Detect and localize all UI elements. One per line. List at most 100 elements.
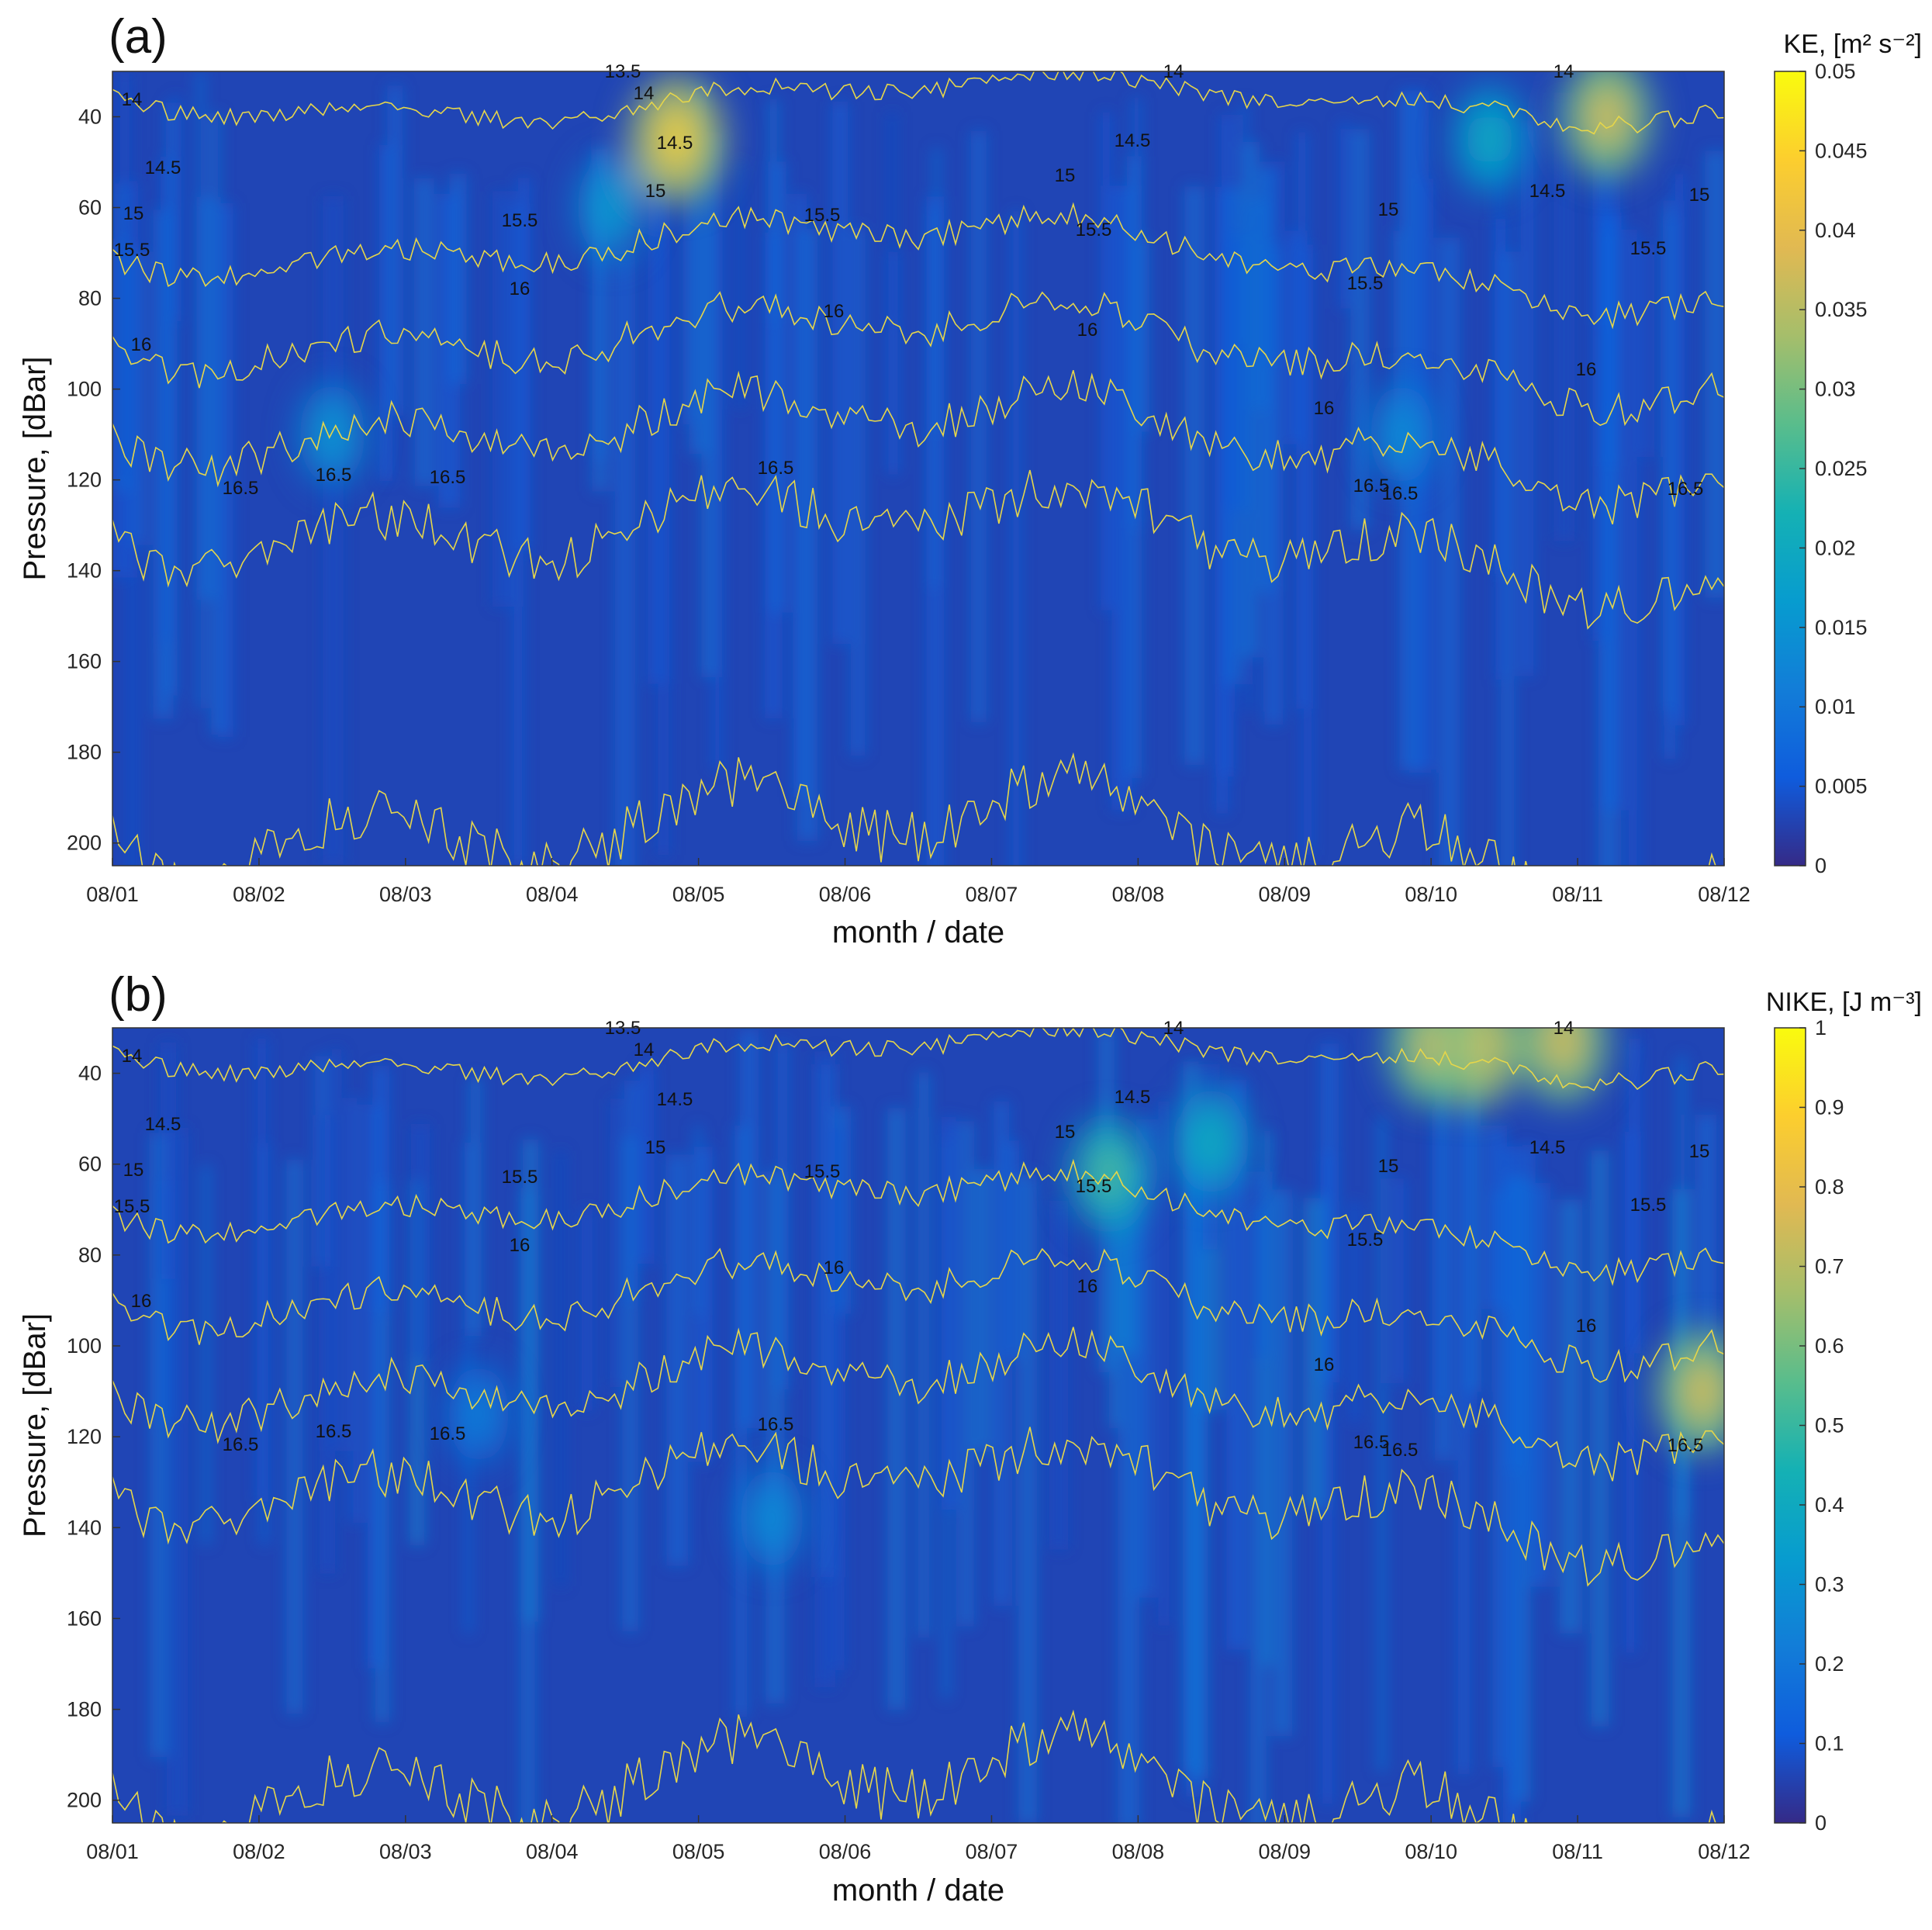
colorbar-tick-label: 0.03 bbox=[1815, 378, 1856, 401]
isotherm-contours bbox=[112, 71, 1724, 866]
heatmap-streak bbox=[614, 250, 635, 866]
heatmap-hotspot-core bbox=[320, 411, 344, 458]
contour-label: 15.5 bbox=[1347, 1230, 1384, 1250]
contour-label: 16.5 bbox=[1668, 1435, 1704, 1456]
heatmap-streak bbox=[942, 1116, 957, 1510]
heatmap-streak bbox=[1492, 1191, 1504, 1768]
isotherm-16 bbox=[112, 469, 1724, 630]
y-axis-label: Pressure, [dBar] bbox=[18, 356, 52, 580]
heatmap-hotspot-core bbox=[660, 109, 693, 170]
heatmap-field bbox=[112, 1028, 1724, 1823]
contour-label: 15 bbox=[123, 1160, 144, 1181]
heatmap-streak bbox=[666, 1154, 689, 1566]
contour-label: 15.5 bbox=[804, 205, 841, 226]
contour-label: 14.5 bbox=[1529, 1137, 1566, 1158]
heatmap-streak bbox=[1262, 1131, 1273, 1666]
contour-label: 16.5 bbox=[1353, 1432, 1390, 1453]
heatmap-hotspot-core bbox=[1415, 1028, 1446, 1074]
heatmap-streak bbox=[1502, 1146, 1522, 1823]
x-tick-label: 08/03 bbox=[379, 883, 432, 906]
heatmap-streak bbox=[1186, 1161, 1205, 1797]
heatmap-streak bbox=[929, 209, 938, 588]
heatmap-streak bbox=[1467, 1043, 1481, 1392]
heatmap-streak bbox=[834, 1128, 845, 1670]
heatmap-streak bbox=[1663, 200, 1674, 711]
contour-label: 15.5 bbox=[114, 1196, 150, 1217]
heatmap-streak bbox=[832, 101, 848, 645]
contour-label: 15.5 bbox=[804, 1161, 841, 1182]
colorbar-tick-label: 0.04 bbox=[1815, 219, 1856, 242]
y-tick-label: 160 bbox=[67, 1607, 102, 1630]
x-tick-label: 08/06 bbox=[819, 1840, 872, 1863]
x-axis-label: month / date bbox=[832, 1873, 1004, 1908]
contour-label: 16 bbox=[1077, 1276, 1098, 1297]
heatmap-streak bbox=[1457, 1098, 1471, 1774]
contour-label: 15 bbox=[123, 203, 144, 224]
heatmap-streak bbox=[797, 228, 818, 841]
isotherm-15 bbox=[112, 291, 1724, 427]
heatmap-streak bbox=[814, 1051, 835, 1688]
heatmap-streak bbox=[1184, 186, 1204, 766]
contour-label: 16.5 bbox=[1353, 476, 1390, 496]
y-tick-label: 160 bbox=[67, 650, 102, 673]
heatmap-streak bbox=[1135, 1119, 1153, 1598]
x-tick-label: 08/05 bbox=[672, 1840, 725, 1863]
panel-label: (b) bbox=[109, 968, 168, 1022]
contour-label: 15 bbox=[1055, 165, 1076, 186]
x-tick-label: 08/02 bbox=[233, 1840, 285, 1863]
contour-label: 15 bbox=[1689, 185, 1710, 206]
contour-label: 15.5 bbox=[1076, 1176, 1112, 1197]
heatmap-streak bbox=[160, 1043, 177, 1279]
y-tick-label: 120 bbox=[67, 469, 102, 492]
contour-label: 15 bbox=[1378, 1156, 1399, 1177]
heatmap-hotspot-core bbox=[598, 184, 623, 231]
colorbar-tick-label: 0 bbox=[1815, 1811, 1827, 1835]
heatmap-streak bbox=[555, 1150, 565, 1587]
colorbar-tick-label: 0.05 bbox=[1815, 60, 1856, 83]
heatmap-streak bbox=[693, 1125, 702, 1316]
colorbar-label: KE, [m² s⁻²] bbox=[1784, 29, 1923, 59]
heatmap-streak bbox=[970, 131, 987, 723]
x-tick-label: 08/06 bbox=[819, 883, 872, 906]
y-tick-label: 40 bbox=[78, 1062, 102, 1085]
panel-label: (a) bbox=[109, 10, 168, 64]
colorbar-tick-label: 0.2 bbox=[1815, 1652, 1844, 1676]
x-tick-label: 08/11 bbox=[1552, 1840, 1603, 1863]
colorbar-tick-label: 1 bbox=[1815, 1016, 1827, 1039]
x-tick-label: 08/03 bbox=[379, 1840, 432, 1863]
heatmap-streak bbox=[119, 72, 130, 479]
x-tick-label: 08/12 bbox=[1698, 883, 1751, 906]
x-tick-label: 08/10 bbox=[1405, 1840, 1457, 1863]
y-tick-label: 100 bbox=[67, 378, 102, 401]
heatmap-hotspot-core bbox=[467, 1392, 490, 1437]
heatmap-streak bbox=[256, 1038, 268, 1502]
heatmap-streak bbox=[1627, 1038, 1641, 1354]
heatmap-streak bbox=[411, 1124, 430, 1361]
contour-label: 15.5 bbox=[1630, 238, 1667, 259]
contour-label: 15 bbox=[645, 181, 666, 202]
x-tick-label: 08/09 bbox=[1258, 883, 1311, 906]
heatmap-hotspots bbox=[299, 71, 1652, 486]
heatmap-streak bbox=[683, 133, 693, 425]
isotherm-contours bbox=[112, 1028, 1724, 1823]
heatmap-streak bbox=[850, 227, 866, 756]
contour-label: 15 bbox=[1689, 1141, 1710, 1162]
heatmap-streak bbox=[1485, 1125, 1508, 1309]
heatmap-streak bbox=[438, 193, 461, 508]
contour-label: 14 bbox=[122, 1046, 143, 1067]
heatmap-streak bbox=[1596, 71, 1605, 325]
heatmap-streak bbox=[1395, 1178, 1406, 1384]
heatmap-streak bbox=[739, 1029, 759, 1429]
y-tick-label: 140 bbox=[67, 559, 102, 583]
heatmap-streak bbox=[523, 1139, 539, 1622]
heatmap-streak bbox=[469, 1077, 482, 1337]
heatmap-streak bbox=[1157, 1101, 1170, 1626]
heatmap-streak bbox=[1241, 141, 1260, 658]
isotherm-14.5 bbox=[112, 1158, 1724, 1286]
heatmap-field bbox=[112, 71, 1724, 866]
contour-label: 15 bbox=[1378, 199, 1399, 220]
heatmap-streak bbox=[1434, 1037, 1452, 1461]
colorbar-tick-label: 0.5 bbox=[1815, 1414, 1844, 1437]
